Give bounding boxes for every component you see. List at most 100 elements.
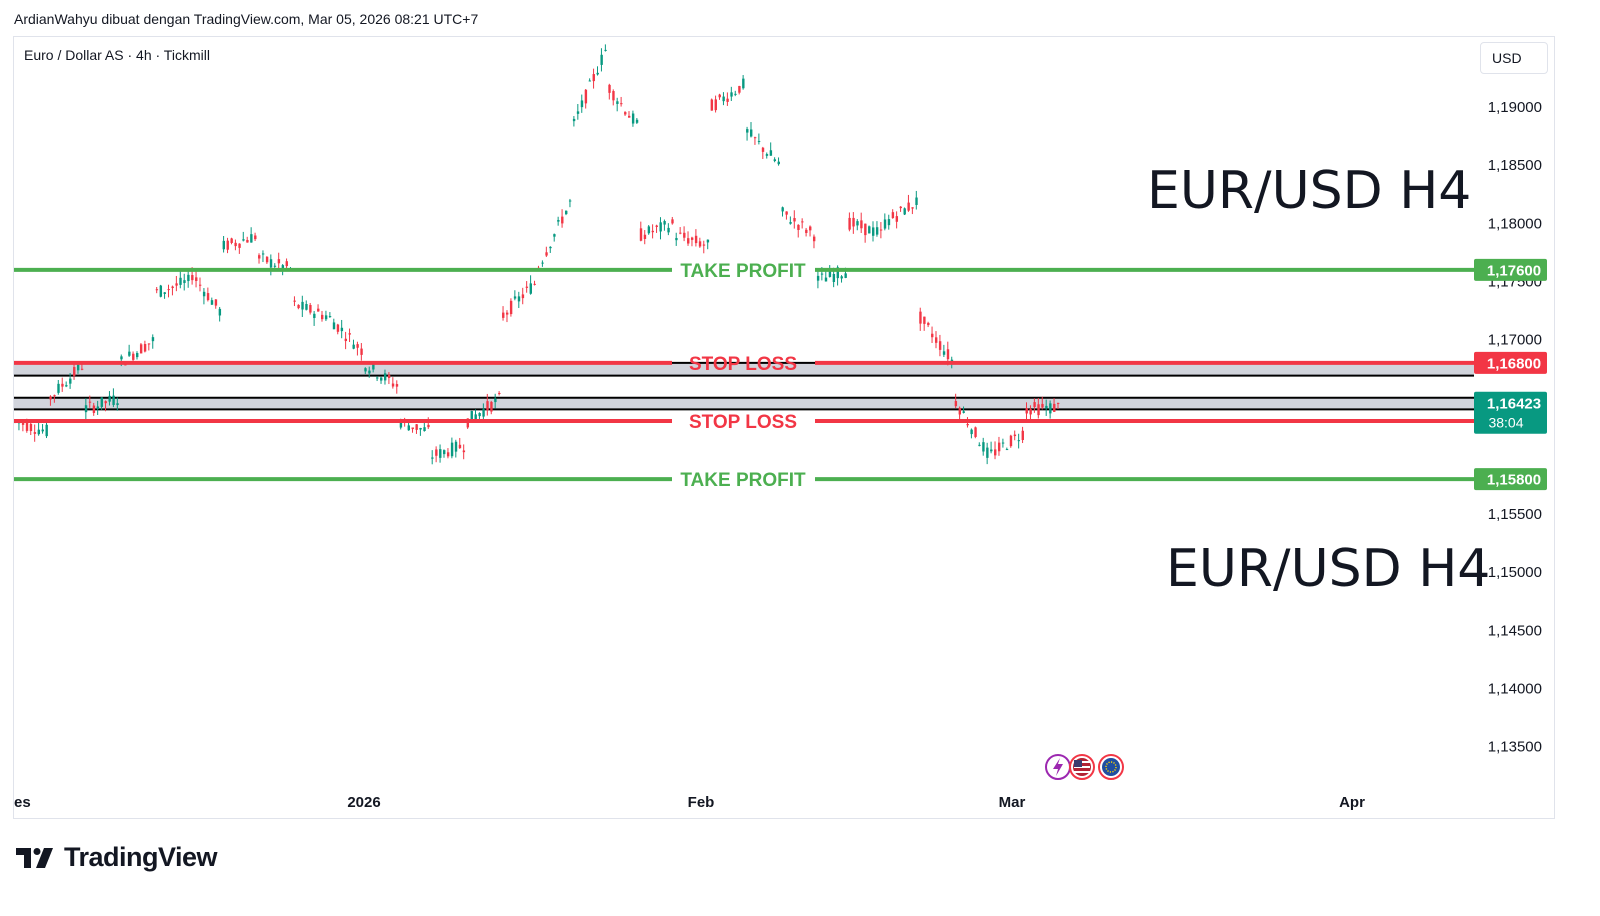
candle-body [210,300,214,305]
candle-body [372,363,375,370]
candle-body [29,423,33,432]
candle-body [179,277,182,285]
candle-body [903,208,906,215]
candle-body [230,238,233,243]
candle-body [273,265,277,267]
current-price-value: 1,16423 [1487,396,1541,413]
candle-body [37,429,41,435]
candle-body [915,197,918,205]
candle-body [159,285,163,297]
candle-body [919,311,922,324]
candle-body [671,219,674,224]
candle-body [332,322,336,330]
candle-body [328,316,332,318]
zone-band[interactable] [14,362,1474,376]
candle-body [946,349,950,360]
candle-body [1045,405,1048,409]
candle-body [84,405,88,413]
candle-body [875,227,879,235]
candle-body [242,239,245,241]
candle-body [966,423,969,426]
candle-body [1013,434,1017,437]
candle-body [486,401,489,411]
candle-body [635,119,639,123]
price-tick-label: 1,14000 [1488,681,1542,698]
level-price-tag [1474,351,1547,374]
candle-body [730,92,733,97]
zone-band[interactable] [14,397,1474,410]
time-axis: es 2026 Feb Mar Apr [14,794,1365,811]
candle-body [958,407,962,415]
candle-body [852,217,855,227]
candle-body [1057,402,1060,404]
symbol-title[interactable]: Euro / Dollar AS · 4h · Tickmill [24,47,210,63]
candle-body [474,414,477,420]
candle-body [513,296,517,299]
event-eu-flag-icon[interactable] [1098,754,1124,780]
candle-body [557,220,560,222]
levels-layer: TAKE PROFIT STOP LOSS STOP LOSS TAKE PROFIT [14,261,1474,491]
candle-body [820,273,824,275]
candle-body [395,384,399,387]
candle-body [978,444,981,446]
candle-body [742,78,745,89]
candle-body [1037,404,1040,416]
candle-body [561,216,564,224]
candle-body [187,274,190,282]
chart-annotation-text[interactable]: EUR/USD H4 [1166,539,1490,599]
candle-body [269,259,273,268]
candle-body [222,240,225,250]
candle-body [553,234,556,237]
candle-body [132,353,135,360]
price-tick-label: 1,13500 [1488,739,1542,756]
candle-body [687,238,690,244]
candle-body [380,377,383,381]
currency-button[interactable]: USD [1480,42,1548,74]
tradingview-logo[interactable]: TradingView [16,842,218,873]
candle-body [690,237,694,240]
candle-body [746,129,749,133]
candle-body [171,286,174,289]
candle-body [545,252,548,256]
candle-body [907,202,910,211]
candle-body [655,225,658,227]
candle-body [868,226,871,234]
event-us-flag-icon[interactable] [1069,754,1095,780]
candle-body [352,344,355,349]
candle-body [706,239,710,243]
candle-body [1049,403,1052,414]
candle-body [604,49,607,51]
candle-body [498,392,501,395]
candle-body [962,411,965,413]
candle-body [1017,440,1021,442]
candle-body [399,422,403,428]
candle-body [580,100,584,108]
candle-body [364,368,367,372]
level-price-tag-text: 1,17600 [1487,262,1541,279]
candle-body [584,89,588,104]
candle-body [812,236,816,242]
candle-body [828,270,832,277]
candle-body [698,241,702,247]
time-tick-label: Feb [688,794,715,811]
candle-body [309,304,312,313]
candle-body [53,395,56,397]
event-lightning-icon[interactable] [1045,754,1071,780]
candle-body [88,401,92,403]
candle-body [565,210,568,215]
candle-body [734,93,737,95]
candle-body [293,300,296,302]
chart-annotation-text[interactable]: EUR/USD H4 [1147,161,1471,221]
candle-body [785,211,788,215]
candle-body [879,229,883,231]
candle-body [592,74,595,82]
candle-body [533,283,536,285]
candle-body [942,351,946,355]
candle-body [663,221,666,225]
price-tick-label: 1,15500 [1488,506,1542,523]
candle-body [502,312,505,318]
chart-pane[interactable] [13,36,1555,819]
candle-body [529,283,532,294]
